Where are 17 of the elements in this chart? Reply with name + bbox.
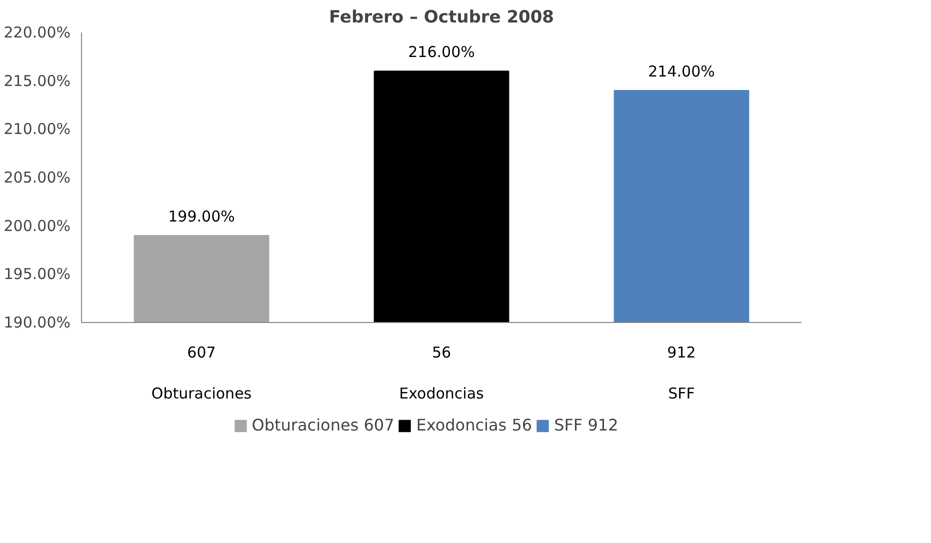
legend-label: Obturaciones 607 — [252, 416, 394, 434]
text: 216.00% — [408, 43, 475, 62]
category-label: 607 Obturaciones — [151, 344, 252, 402]
legend-label: Exodoncias 56 — [416, 416, 532, 434]
y-tick-label: 195.00% — [4, 265, 71, 284]
y-tick-label: 215.00% — [4, 72, 71, 90]
y-tick-label: 190.00% — [4, 314, 71, 332]
legend-label: SFF 912 — [554, 416, 618, 434]
chart-title: Febrero – Octubre 2008 — [328, 8, 554, 28]
text: 214.00% — [648, 62, 715, 80]
text: 199.00% — [168, 208, 235, 226]
category-label: 912 SFF — [667, 344, 696, 402]
y-tick-label: 205.00% — [4, 168, 71, 186]
category-label: 56 Exodoncias — [399, 344, 484, 402]
y-tick-label: 200.00% — [4, 216, 71, 235]
y-tick-label: 210.00% — [4, 120, 71, 138]
y-tick-label: 220.00% — [4, 24, 71, 42]
